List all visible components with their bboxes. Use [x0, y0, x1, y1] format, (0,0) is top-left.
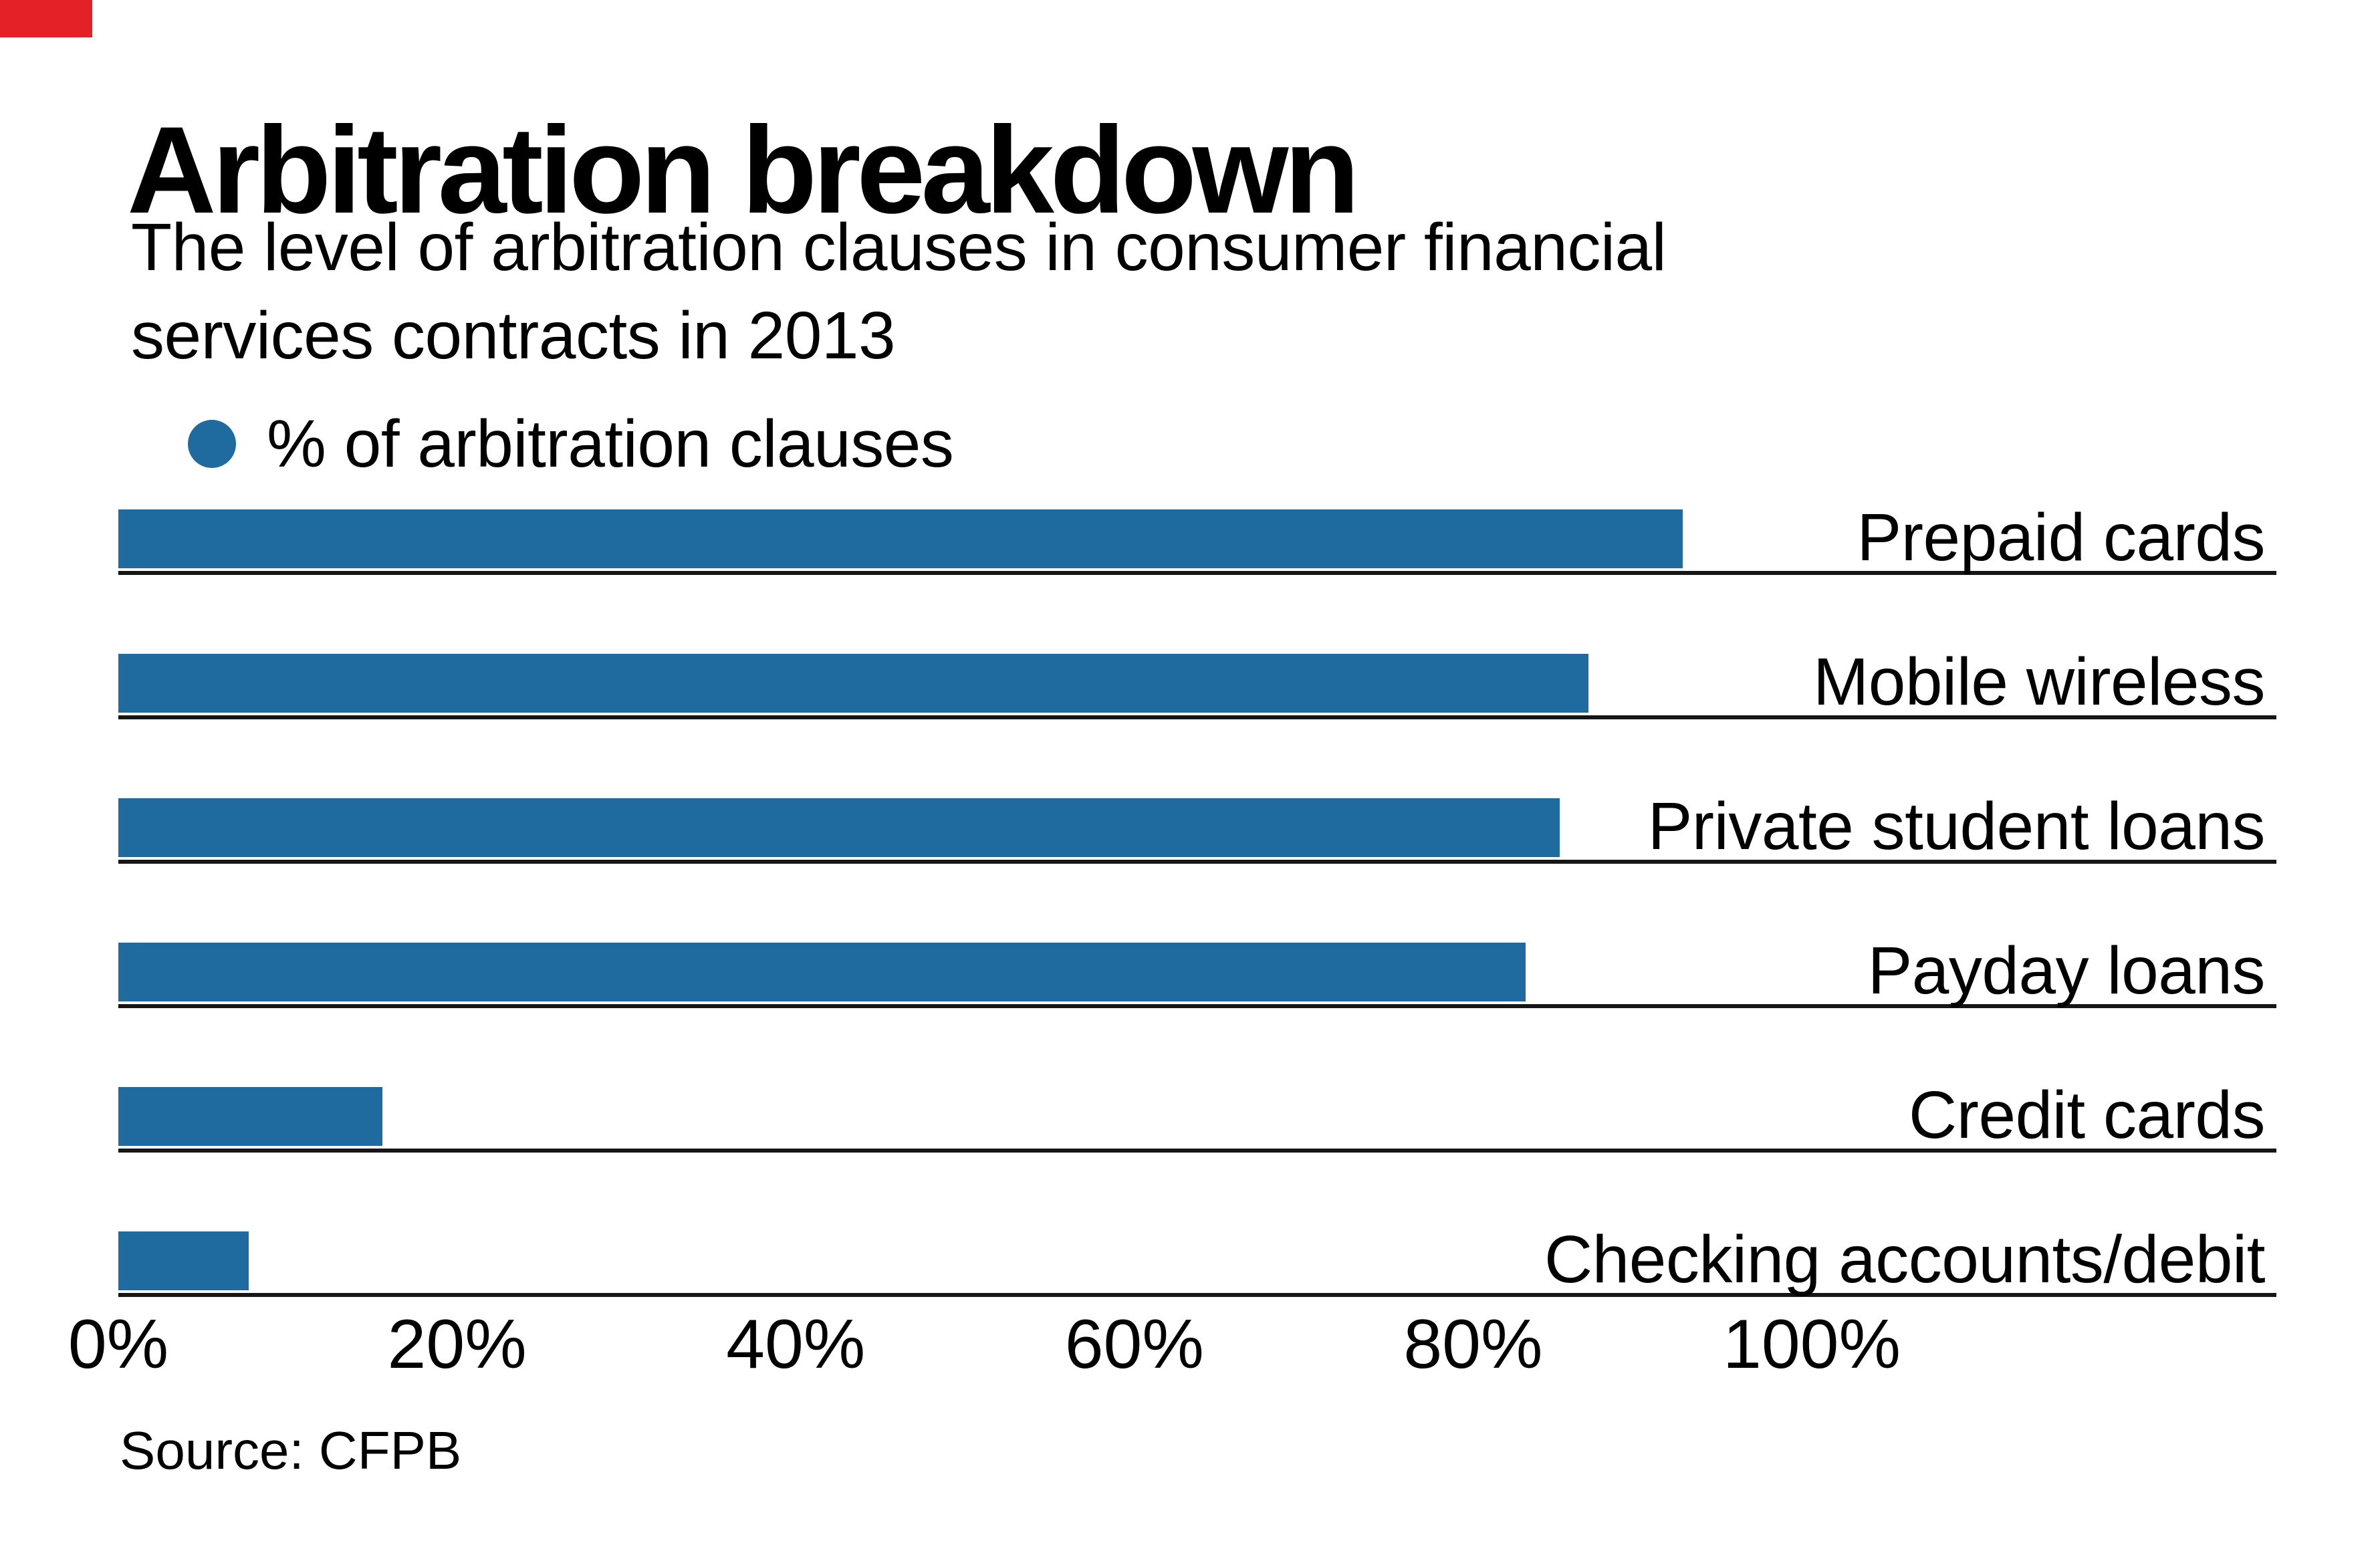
legend: % of arbitration clauses	[188, 400, 954, 488]
row-baseline	[118, 571, 2276, 575]
legend-swatch-icon	[188, 420, 236, 468]
row-baseline	[118, 715, 2276, 719]
bar	[118, 509, 1683, 568]
row-baseline	[118, 860, 2276, 864]
legend-label: % of arbitration clauses	[267, 406, 954, 481]
row-baseline	[118, 1293, 2276, 1297]
brand-flag	[0, 0, 92, 37]
source-note: Source: CFPB	[120, 1421, 462, 1480]
bar	[118, 654, 1588, 713]
bar	[118, 943, 1526, 1001]
bar	[118, 1087, 382, 1146]
bar	[118, 798, 1560, 857]
axis-tick-label: 80%	[1403, 1306, 1543, 1383]
category-label: Credit cards	[1908, 1078, 2266, 1153]
category-label: Mobile wireless	[1812, 644, 2266, 719]
category-label: Private student loans	[1647, 789, 2266, 864]
axis-tick-label: 20%	[387, 1306, 527, 1383]
row-baseline	[118, 1004, 2276, 1008]
chart-title: Arbitration breakdown	[127, 102, 1360, 239]
category-label: Checking accounts/debit	[1544, 1222, 2266, 1297]
axis-tick-label: 0%	[68, 1306, 169, 1383]
bar	[118, 1231, 249, 1290]
axis-tick-label: 100%	[1723, 1306, 1901, 1383]
row-baseline	[118, 1149, 2276, 1153]
category-label: Prepaid cards	[1857, 500, 2266, 575]
category-label: Payday loans	[1867, 933, 2266, 1008]
axis-tick-label: 60%	[1064, 1306, 1204, 1383]
axis-tick-label: 40%	[726, 1306, 866, 1383]
chart-subtitle: The level of arbitration clauses in cons…	[131, 210, 1667, 373]
